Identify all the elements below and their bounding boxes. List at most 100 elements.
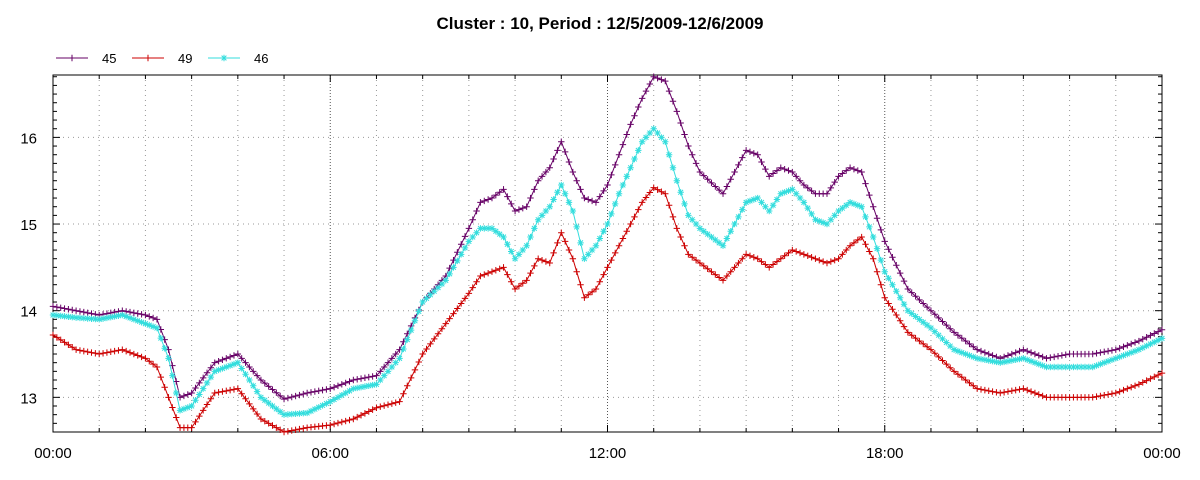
- data-point-45: [850, 165, 858, 173]
- data-point-49: [604, 264, 611, 271]
- data-point-49: [577, 281, 584, 288]
- series-46: [49, 125, 1166, 418]
- data-point-46: [731, 220, 738, 228]
- data-point-49: [935, 353, 942, 361]
- data-point-45: [184, 391, 191, 398]
- data-point-49: [130, 350, 138, 358]
- data-point-46: [704, 230, 711, 238]
- data-point-49: [954, 371, 962, 378]
- data-point-45: [939, 318, 946, 325]
- data-point-49: [276, 426, 284, 434]
- data-point-45: [723, 183, 731, 190]
- data-point-45: [1124, 342, 1131, 349]
- data-point-46: [1047, 363, 1054, 371]
- data-point-45: [61, 305, 68, 312]
- data-point-45: [958, 334, 965, 342]
- data-point-46: [1077, 363, 1085, 371]
- data-point-49: [789, 246, 796, 254]
- data-point-49: [1024, 386, 1031, 394]
- data-point-45: [796, 177, 804, 184]
- data-point-46: [1158, 335, 1166, 342]
- data-point-46: [180, 405, 188, 413]
- data-point-46: [719, 242, 727, 249]
- data-point-49: [203, 401, 211, 408]
- data-point-46: [484, 225, 492, 232]
- data-point-46: [346, 387, 353, 395]
- data-point-45: [792, 173, 800, 180]
- data-point-46: [431, 287, 438, 295]
- data-point-49: [350, 415, 357, 423]
- data-point-49: [792, 248, 800, 255]
- data-point-49: [111, 347, 118, 355]
- data-point-46: [789, 186, 796, 193]
- data-point-46: [927, 324, 935, 332]
- data-point-45: [642, 87, 650, 95]
- data-point-49: [69, 344, 76, 351]
- data-point-49: [404, 382, 411, 389]
- data-point-46: [977, 355, 985, 363]
- data-point-49: [438, 325, 446, 332]
- data-point-45: [558, 138, 565, 145]
- data-point-46: [377, 376, 384, 384]
- data-point-46: [866, 223, 873, 231]
- data-point-45: [692, 160, 700, 167]
- data-point-49: [246, 400, 253, 408]
- data-point-45: [315, 387, 322, 395]
- data-point-49: [107, 348, 114, 356]
- data-point-45: [966, 340, 973, 348]
- data-point-45: [615, 151, 623, 158]
- data-point-46: [1070, 363, 1077, 371]
- data-point-45: [300, 390, 307, 398]
- data-point-46: [284, 411, 292, 418]
- data-point-49: [49, 331, 57, 339]
- data-point-46: [993, 358, 1000, 366]
- data-point-49: [642, 194, 650, 201]
- data-point-49: [192, 418, 199, 426]
- data-point-45: [866, 191, 873, 199]
- data-point-46: [265, 399, 272, 407]
- data-point-49: [96, 350, 103, 358]
- data-point-49: [581, 294, 588, 301]
- data-point-45: [311, 388, 319, 395]
- data-point-49: [481, 271, 488, 278]
- data-point-46: [908, 310, 915, 317]
- data-point-49: [970, 382, 977, 389]
- data-point-49: [511, 285, 519, 293]
- data-point-46: [327, 398, 334, 405]
- data-point-46: [950, 346, 958, 353]
- data-point-45: [269, 386, 276, 393]
- data-point-49: [947, 364, 954, 371]
- data-point-49: [80, 347, 88, 355]
- data-point-45: [808, 187, 815, 195]
- legend-label-46: 46: [254, 51, 268, 66]
- data-point-45: [843, 167, 850, 174]
- data-point-46: [65, 313, 72, 320]
- data-point-46: [384, 368, 392, 375]
- data-point-46: [246, 376, 253, 384]
- data-point-45: [1147, 332, 1154, 339]
- data-point-46: [1039, 362, 1046, 369]
- data-point-46: [411, 317, 419, 324]
- data-point-45: [962, 337, 969, 345]
- data-point-45: [1039, 353, 1046, 361]
- data-point-49: [692, 256, 700, 264]
- data-point-45: [600, 187, 607, 195]
- data-point-45: [176, 394, 184, 401]
- data-point-49: [296, 425, 303, 433]
- data-point-45: [750, 150, 758, 157]
- data-point-45: [350, 376, 357, 384]
- data-point-45: [885, 246, 892, 253]
- data-point-46: [303, 409, 311, 417]
- data-point-46: [608, 210, 615, 218]
- data-point-45: [746, 148, 754, 156]
- data-point-49: [492, 267, 500, 274]
- data-point-46: [296, 410, 303, 417]
- data-point-46: [523, 242, 530, 249]
- data-point-49: [415, 358, 423, 366]
- data-point-45: [504, 193, 511, 200]
- data-point-45: [469, 216, 476, 223]
- data-point-45: [284, 394, 292, 402]
- data-point-46: [623, 173, 630, 180]
- data-point-45: [1097, 349, 1104, 356]
- data-point-49: [269, 422, 276, 429]
